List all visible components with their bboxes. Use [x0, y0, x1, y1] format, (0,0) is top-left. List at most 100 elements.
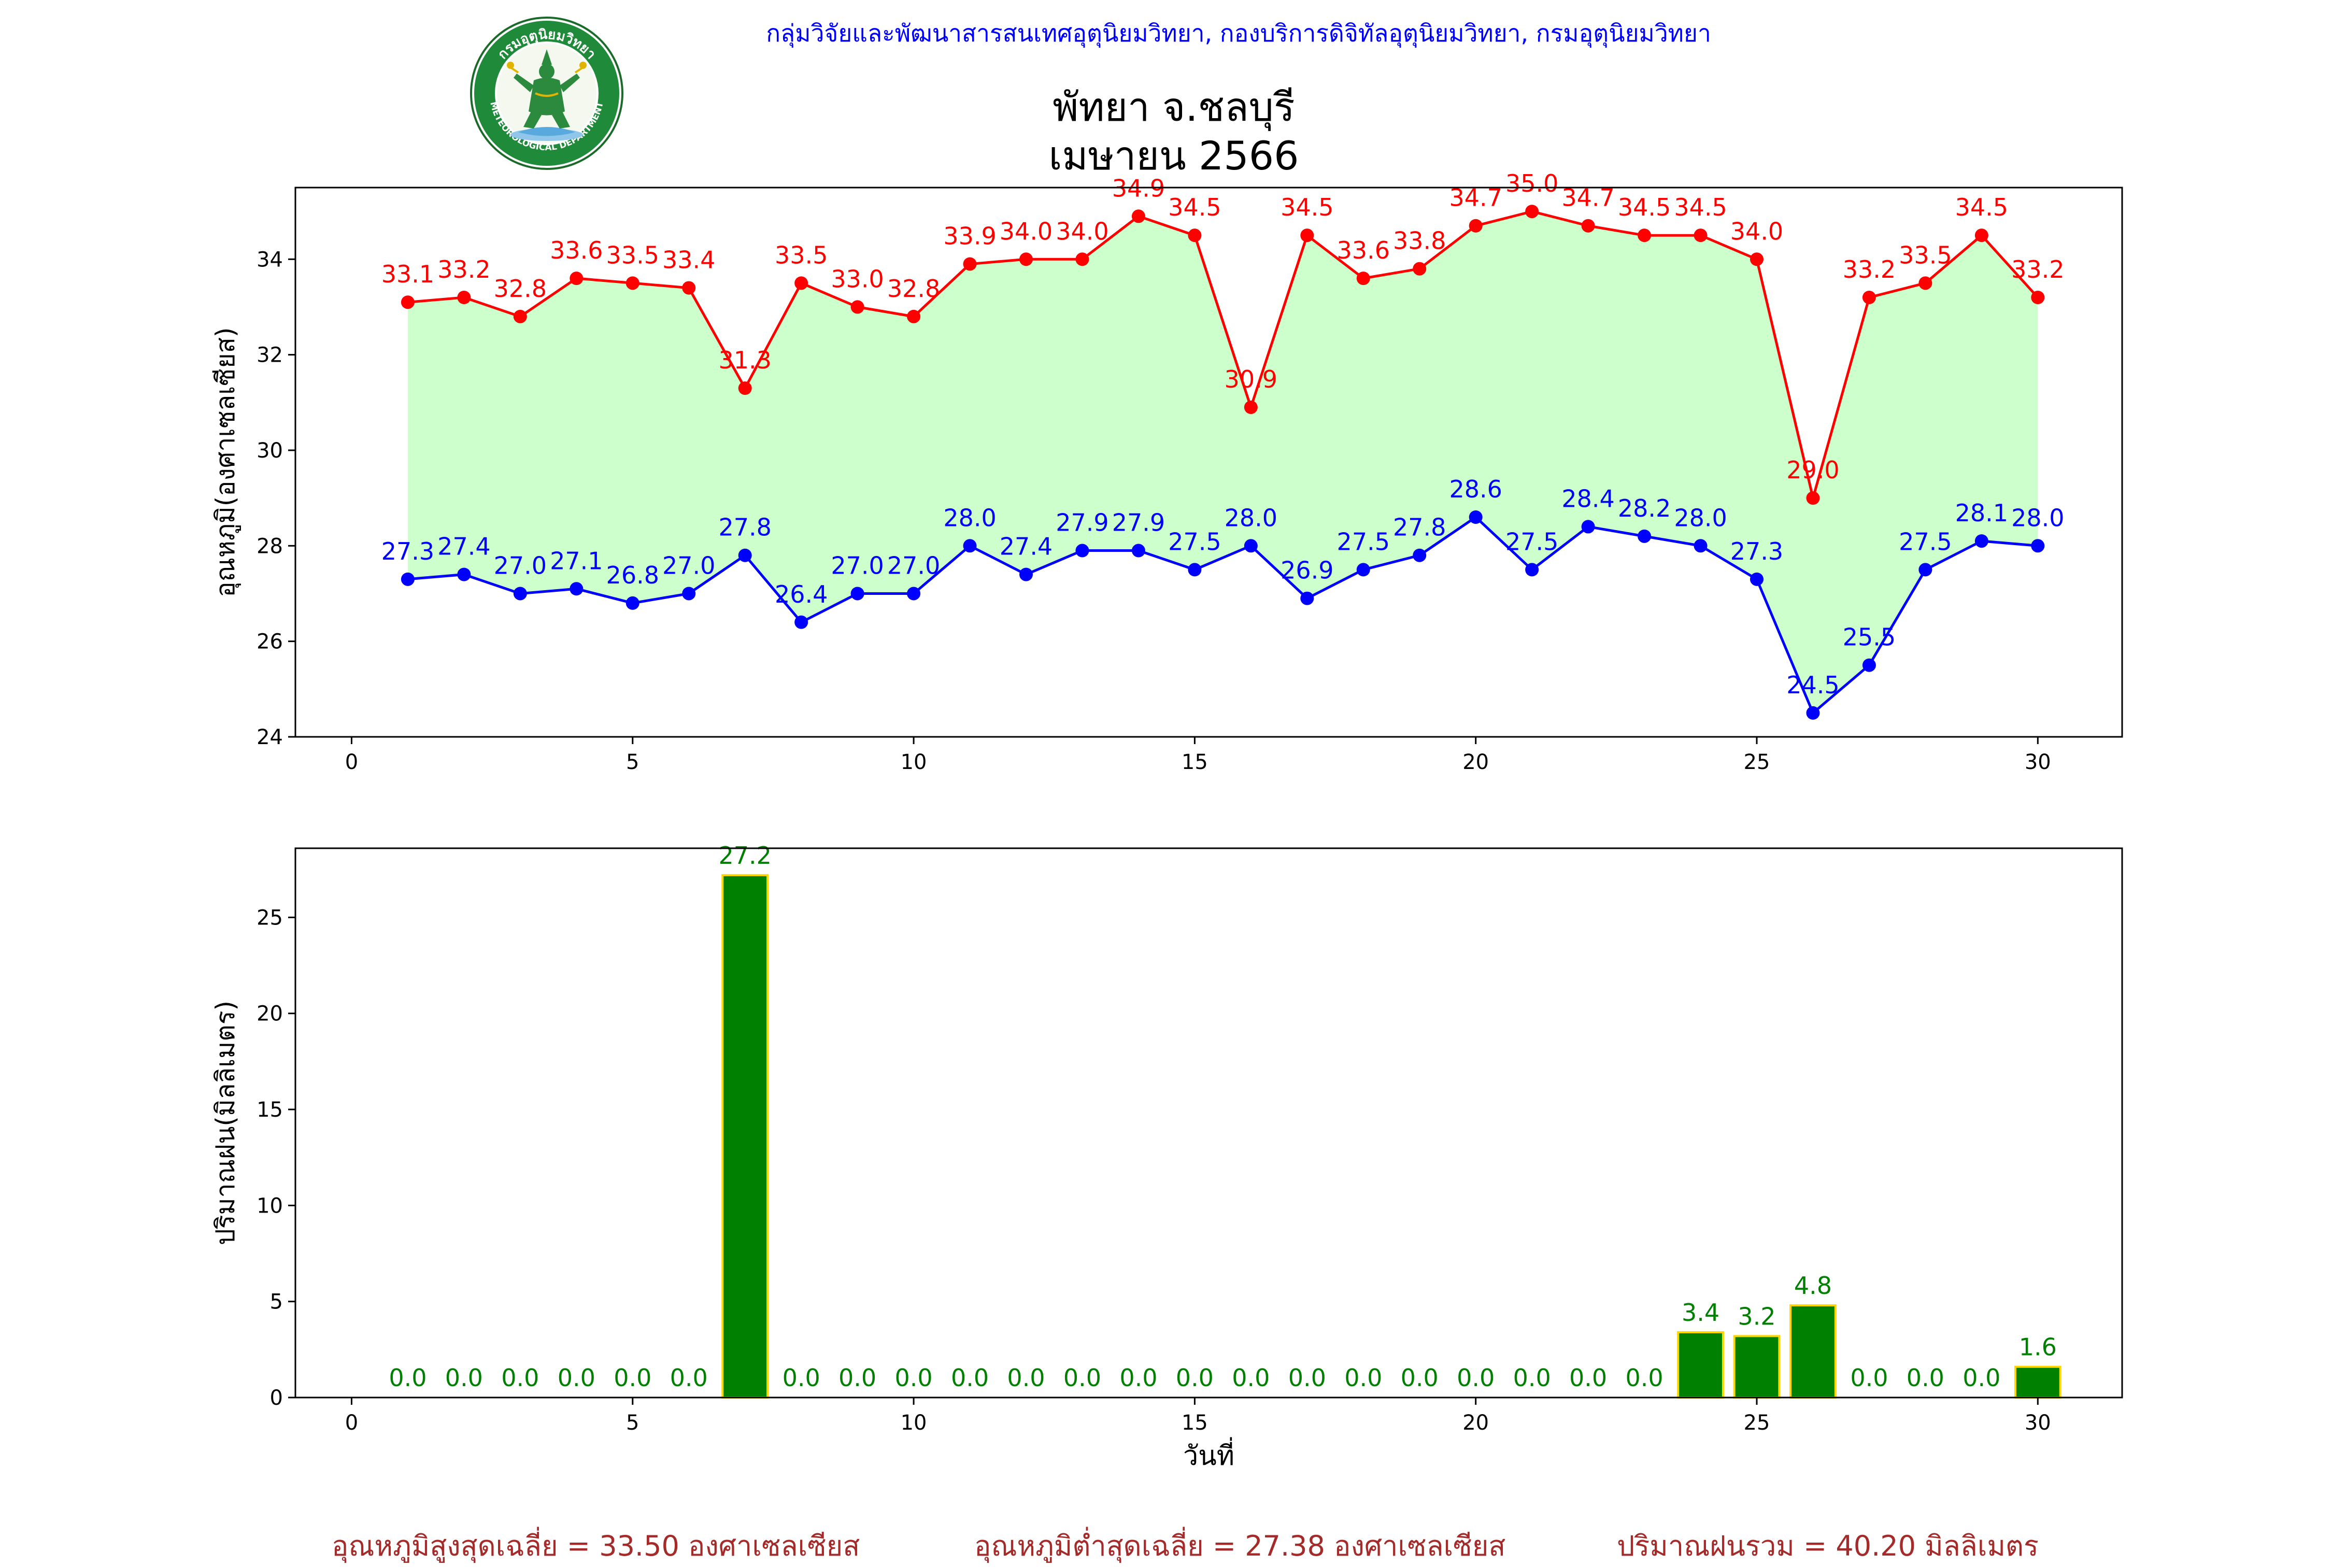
- max-temp-point: [1413, 262, 1427, 276]
- min-temp-line: [407, 515, 2038, 716]
- max-temp-data-label: 34.7: [1449, 184, 1502, 212]
- total-rainfall: ปริมาณฝนรวม = 40.20 มิลลิเมตร: [1617, 1530, 2039, 1562]
- min-temp-data-label: 27.4: [437, 533, 490, 561]
- min-temp-data-label: 26.8: [606, 561, 659, 589]
- max-temp-data-label: 29.0: [1786, 456, 1839, 484]
- temperature-chart: 33.1 33.232.833.6 33.5 33.431.333.533.0 32.8…: [210, 169, 2123, 774]
- min-temp-data-label: 28.1: [1955, 499, 2008, 527]
- rain-bar: [1789, 1304, 1837, 1399]
- rain-data-label: 4.8: [1794, 1272, 1832, 1300]
- max-temp-data-label: 34.0: [1056, 217, 1108, 245]
- x-tick-label: 30: [2025, 750, 2051, 774]
- rain-data-label: 0.0: [1232, 1364, 1270, 1392]
- max-temp-data-label: 33.2: [437, 255, 490, 283]
- org-header-line: กลุ่มวิจัยและพัฒนาสารสนเทศอุตุนิยมวิทยา,…: [766, 19, 1711, 47]
- x-tick-label: 20: [1462, 750, 1489, 774]
- min-temp-point: [1918, 563, 1932, 577]
- y-tick-label: 30: [257, 439, 283, 463]
- min-temp-point: [570, 582, 584, 596]
- y-tick-label: 26: [257, 630, 283, 654]
- y-tick-label: 24: [257, 725, 283, 749]
- rain-bar: [721, 874, 769, 1399]
- min-temp-data-label: 26.9: [1281, 557, 1333, 585]
- max-temp-point: [1075, 252, 1089, 266]
- max-temp-point: [1918, 276, 1932, 290]
- x-tick-label: 25: [1744, 750, 1770, 774]
- max-temp-point: [1694, 229, 1708, 243]
- max-temp-point: [1806, 491, 1820, 505]
- min-temp-point: [963, 539, 977, 553]
- max-temp-data-label: 33.5: [606, 241, 659, 269]
- rainfall-chart: 0.0 0.0 0.0 0.0 0.0 0.0 27.2 0.0 0.0 0.0 0.0 0.0 0.0…: [210, 842, 2123, 1472]
- plot-frame: [294, 187, 2123, 738]
- max-temp-point: [1638, 229, 1652, 243]
- min-temp-data-label: 27.8: [1393, 514, 1446, 541]
- rain-data-label: 0.0: [894, 1364, 932, 1392]
- rain-data-label: 0.0: [1401, 1364, 1439, 1392]
- rain-data-label: 0.0: [783, 1364, 820, 1392]
- min-temp-data-label: 27.3: [1730, 537, 1783, 565]
- min-temp-point: [1469, 510, 1483, 524]
- rain-data-label: 0.0: [1907, 1364, 1944, 1392]
- min-temp-point: [1750, 572, 1764, 586]
- min-temp-point: [1581, 520, 1595, 534]
- x-tick-label: 20: [1462, 1411, 1489, 1435]
- max-temp-data-label: 34.0: [1730, 217, 1783, 245]
- max-temp-data-label: 31.3: [718, 346, 771, 374]
- min-temp-point: [682, 587, 696, 601]
- rain-data-label: 0.0: [670, 1364, 708, 1392]
- charts: 33.1 33.232.833.6 33.5 33.431.333.533.0 32.8…: [210, 169, 2123, 1472]
- rain-data-label: 27.2: [718, 842, 771, 869]
- temp-range-fill: [407, 211, 2038, 713]
- x-tick-label: 15: [1182, 750, 1208, 774]
- rain-data-label: 0.0: [951, 1364, 989, 1392]
- y-tick-label: 0: [270, 1386, 283, 1410]
- max-temp-data-label: 33.5: [775, 241, 828, 269]
- summary-footer: อุณหภูมิสูงสุดเฉลี่ย = 33.50 องศาเซลเซีย…: [0, 1523, 2332, 1565]
- max-temp-data-label: 33.9: [943, 222, 996, 250]
- min-temp-data-label: 28.4: [1561, 484, 1614, 512]
- meteorological-department-logo: กรมอุตุนิยมวิทยา METEOROLOGICAL DEPARTME…: [470, 17, 623, 170]
- min-temp-point: [1694, 539, 1708, 553]
- max-temp-point: [570, 272, 584, 286]
- x-tick-label: 25: [1744, 1411, 1770, 1435]
- max-temp-data-label: 34.5: [1281, 193, 1333, 221]
- min-temp-data-label: 27.4: [1000, 533, 1053, 561]
- min-temp-data-label: 27.5: [1505, 528, 1558, 555]
- min-temp-data-label: 27.1: [550, 547, 603, 575]
- min-temp-data-label: 28.0: [1225, 504, 1277, 532]
- chart-title: พัทยา จ.ชลบุรี เมษายน 2566: [0, 83, 2332, 180]
- min-temp-point: [1356, 563, 1370, 577]
- max-temp-point: [1581, 219, 1595, 233]
- max-temp-data-label: 33.6: [1337, 236, 1390, 264]
- y-tick-label: 34: [257, 248, 283, 272]
- min-temp-point: [907, 587, 921, 601]
- rain-data-label: 0.0: [558, 1364, 595, 1392]
- min-temp-point: [738, 548, 752, 562]
- max-temp-point: [850, 300, 864, 314]
- min-temp-point: [513, 587, 527, 601]
- max-temp-data-label: 34.5: [1955, 193, 2008, 221]
- x-tick-label: 15: [1182, 1411, 1208, 1435]
- min-temp-data-label: 28.6: [1449, 475, 1502, 503]
- max-temp-point: [625, 276, 639, 290]
- min-temp-point: [625, 596, 639, 610]
- min-temp-point: [1806, 706, 1820, 720]
- rain-data-label: 0.0: [1176, 1364, 1214, 1392]
- max-temp-point: [1131, 209, 1145, 223]
- min-temp-data-label: 26.4: [775, 580, 828, 608]
- y-axis-label: ปริมาณฝน(มิลลิเมตร): [210, 1001, 240, 1245]
- min-temp-data-label: 27.9: [1112, 509, 1165, 537]
- rain-data-label: 0.0: [1569, 1364, 1607, 1392]
- max-temp-point: [1300, 229, 1314, 243]
- max-temp-data-label: 30.9: [1225, 365, 1277, 393]
- min-temp-data-label: 28.0: [2011, 504, 2064, 532]
- min-temp-data-label: 27.9: [1056, 509, 1108, 537]
- x-tick-label: 10: [901, 750, 927, 774]
- rain-data-label: 0.0: [614, 1364, 651, 1392]
- x-tick-label: 10: [901, 1411, 927, 1435]
- min-temp-point: [1131, 544, 1145, 558]
- max-temp-point: [2031, 291, 2045, 304]
- rain-bar: [1677, 1331, 1724, 1399]
- max-temp-data-label: 32.8: [494, 275, 547, 303]
